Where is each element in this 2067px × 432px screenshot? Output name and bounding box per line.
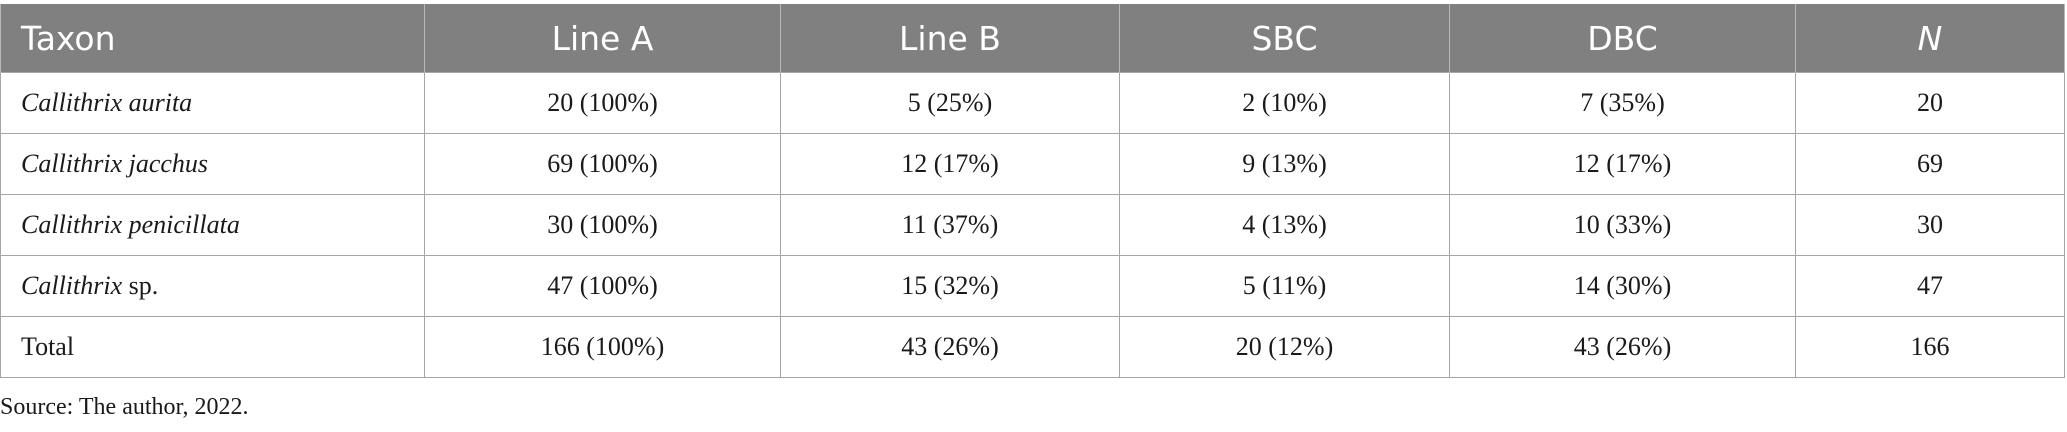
table-row: Callithrix sp. 47 (100%) 15 (32%) 5 (11%…	[0, 255, 2065, 317]
cell-taxon: Callithrix aurita	[0, 72, 425, 134]
taxon-suffix: sp.	[122, 271, 159, 300]
cell-n: 20	[1795, 72, 2065, 134]
cell-dbc: 12 (17%)	[1449, 133, 1796, 195]
cell-sbc: 20 (12%)	[1119, 316, 1450, 378]
cell-dbc: 7 (35%)	[1449, 72, 1796, 134]
header-row: Taxon Line A Line B SBC DBC N	[0, 4, 2065, 73]
cell-dbc: 10 (33%)	[1449, 194, 1796, 256]
header-line-a: Line A	[424, 4, 781, 73]
cell-line-b: 12 (17%)	[780, 133, 1120, 195]
cell-n: 47	[1795, 255, 2065, 317]
cell-dbc: 43 (26%)	[1449, 316, 1796, 378]
cell-n: 69	[1795, 133, 2065, 195]
table-body: Callithrix aurita 20 (100%) 5 (25%) 2 (1…	[0, 72, 2065, 378]
cell-n: 166	[1795, 316, 2065, 378]
data-table-container: Taxon Line A Line B SBC DBC N Callithrix…	[0, 4, 2067, 378]
cell-taxon: Callithrix jacchus	[0, 133, 425, 195]
cell-line-b: 5 (25%)	[780, 72, 1120, 134]
cell-dbc: 14 (30%)	[1449, 255, 1796, 317]
header-taxon: Taxon	[0, 4, 425, 73]
taxon-genus-species: Callithrix jacchus	[21, 149, 209, 178]
table-header: Taxon Line A Line B SBC DBC N	[0, 4, 2065, 73]
cell-line-a: 47 (100%)	[424, 255, 781, 317]
cell-sbc: 2 (10%)	[1119, 72, 1450, 134]
cell-n: 30	[1795, 194, 2065, 256]
cell-sbc: 5 (11%)	[1119, 255, 1450, 317]
cell-line-a: 30 (100%)	[424, 194, 781, 256]
cell-taxon: Callithrix sp.	[0, 255, 425, 317]
taxon-genus-species: Callithrix	[21, 271, 123, 300]
table-row: Callithrix aurita 20 (100%) 5 (25%) 2 (1…	[0, 72, 2065, 134]
taxon-lines-table: Taxon Line A Line B SBC DBC N Callithrix…	[0, 4, 2065, 378]
header-dbc: DBC	[1449, 4, 1796, 73]
header-line-b: Line B	[780, 4, 1120, 73]
cell-taxon: Callithrix penicillata	[0, 194, 425, 256]
cell-line-b: 15 (32%)	[780, 255, 1120, 317]
header-n: N	[1795, 4, 2065, 73]
cell-line-b: 11 (37%)	[780, 194, 1120, 256]
taxon-genus-species: Callithrix penicillata	[21, 210, 240, 239]
cell-sbc: 9 (13%)	[1119, 133, 1450, 195]
cell-sbc: 4 (13%)	[1119, 194, 1450, 256]
header-sbc: SBC	[1119, 4, 1450, 73]
taxon-total-label: Total	[21, 332, 75, 361]
table-row: Callithrix penicillata 30 (100%) 11 (37%…	[0, 194, 2065, 256]
cell-taxon: Total	[0, 316, 425, 378]
cell-line-a: 69 (100%)	[424, 133, 781, 195]
cell-line-b: 43 (26%)	[780, 316, 1120, 378]
cell-line-a: 166 (100%)	[424, 316, 781, 378]
table-row-total: Total 166 (100%) 43 (26%) 20 (12%) 43 (2…	[0, 316, 2065, 378]
table-row: Callithrix jacchus 69 (100%) 12 (17%) 9 …	[0, 133, 2065, 195]
source-note: Source: The author, 2022.	[0, 394, 249, 420]
taxon-genus-species: Callithrix aurita	[21, 88, 193, 117]
cell-line-a: 20 (100%)	[424, 72, 781, 134]
